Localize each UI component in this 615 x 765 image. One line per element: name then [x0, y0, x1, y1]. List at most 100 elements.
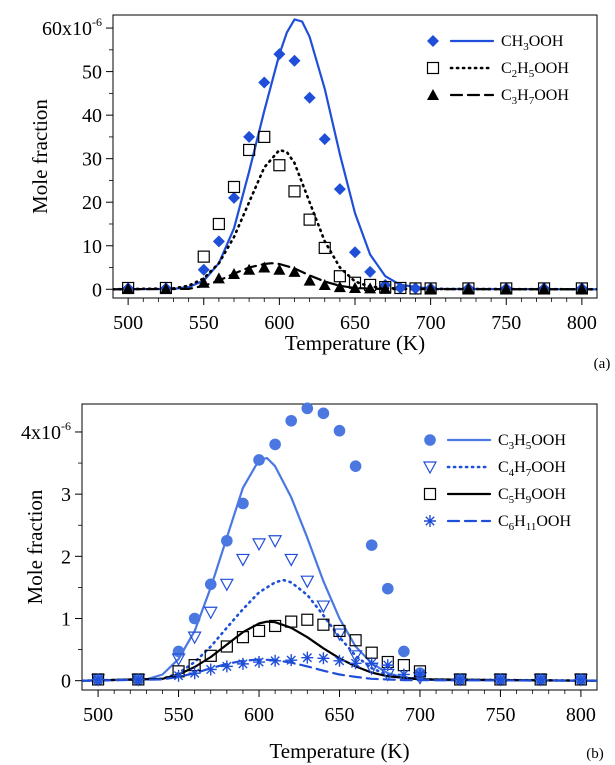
x-tick-label: 700 [405, 704, 435, 726]
data-point [300, 575, 315, 589]
data-point [316, 600, 331, 614]
y-tick-label: 30 [82, 149, 102, 171]
legend-label: C4H7OOH [498, 459, 566, 479]
legend: C3H5OOH C4H7OOH C5H9OOH C6H11OOH [422, 432, 571, 533]
y-tick-label: 10 [82, 236, 102, 258]
data-point [269, 438, 281, 451]
x-tick-label: 500 [113, 312, 143, 334]
series-line-2 [113, 262, 597, 291]
data-point [454, 673, 467, 686]
panel-label: (a) [594, 356, 611, 372]
data-point [243, 143, 256, 157]
data-point [409, 282, 422, 295]
data-point [122, 282, 135, 294]
data-point [285, 654, 298, 667]
x-tick-label: 600 [244, 704, 274, 726]
data-point [303, 91, 316, 104]
data-point [253, 454, 265, 466]
x-axis-label: Temperature (K) [269, 739, 409, 763]
data-point [575, 282, 588, 294]
data-point [258, 76, 271, 89]
legend-label: C3H7OOH [501, 87, 569, 107]
x-tick-label: 800 [567, 312, 597, 334]
data-point [333, 654, 346, 667]
y-tick-label: 20 [82, 192, 102, 214]
y-tick-label-top: 60x10-6 [42, 15, 102, 40]
legend-marker [423, 487, 437, 501]
series-points-2 [122, 261, 588, 294]
data-point [171, 653, 186, 667]
data-point [301, 402, 314, 415]
data-point [197, 276, 210, 288]
data-point [348, 650, 363, 664]
data-point [349, 657, 362, 670]
x-tick-label: 650 [340, 312, 370, 334]
data-point [288, 54, 301, 67]
data-point [237, 497, 249, 510]
legend-marker [427, 89, 439, 100]
data-point [92, 673, 105, 686]
series-points-0 [122, 48, 588, 295]
data-point [574, 673, 587, 686]
legend-marker [426, 61, 440, 75]
data-point [204, 663, 217, 676]
x-tick-label: 650 [325, 704, 355, 726]
y-axis-label: Mole fraction [23, 489, 47, 604]
legend-label: C5H9OOH [498, 486, 566, 506]
data-point [317, 407, 330, 420]
chart-panel-b: 500 550 600 650 700 750 800 0 1 2 3 4x10-6 Temperatu… [21, 402, 604, 763]
data-point [258, 261, 271, 273]
legend-label: C6H11OOH [498, 513, 571, 533]
data-point [203, 606, 218, 620]
data-point [273, 263, 286, 275]
data-point [349, 281, 361, 293]
data-point [365, 646, 378, 659]
data-point [252, 624, 266, 638]
series-points-3 [92, 651, 587, 686]
data-point [243, 263, 256, 275]
data-point [236, 657, 249, 670]
data-point [318, 278, 331, 290]
series-line-0 [113, 18, 597, 291]
panel-label: (b) [586, 746, 604, 762]
legend: CH3OOH C2H5OOH C3H7OOH [426, 33, 569, 107]
data-point [538, 282, 551, 294]
x-tick-label: 550 [189, 312, 219, 334]
data-point [219, 578, 234, 592]
data-point [303, 213, 316, 226]
data-point [333, 424, 346, 437]
data-point [317, 652, 330, 665]
x-tick-label: 750 [485, 704, 515, 726]
data-point [288, 265, 301, 277]
data-point [197, 250, 210, 263]
y-tick-label: 0 [61, 671, 71, 693]
data-point [220, 640, 233, 653]
y-tick-label-top: 4x10-6 [21, 419, 71, 444]
data-point [381, 659, 394, 672]
data-point [398, 645, 410, 658]
data-point [364, 282, 377, 294]
data-point [269, 619, 282, 633]
data-point [349, 460, 362, 472]
data-point [413, 668, 426, 681]
data-point [303, 274, 316, 286]
data-point [253, 656, 266, 669]
data-point [132, 673, 145, 686]
data-point [188, 667, 201, 680]
data-point [258, 130, 271, 144]
x-tick-label: 600 [264, 312, 294, 334]
data-point [212, 235, 225, 248]
data-point [364, 265, 377, 278]
data-point [397, 668, 410, 681]
data-point [394, 281, 407, 294]
series-line-2 [82, 620, 597, 682]
data-point [332, 628, 347, 642]
data-point [268, 535, 283, 549]
data-point [409, 282, 422, 295]
data-point [333, 624, 346, 638]
data-point [227, 180, 241, 194]
y-tick-label: 40 [82, 105, 102, 127]
legend-label: C2H5OOH [501, 60, 569, 80]
x-tick-label: 700 [416, 312, 446, 334]
